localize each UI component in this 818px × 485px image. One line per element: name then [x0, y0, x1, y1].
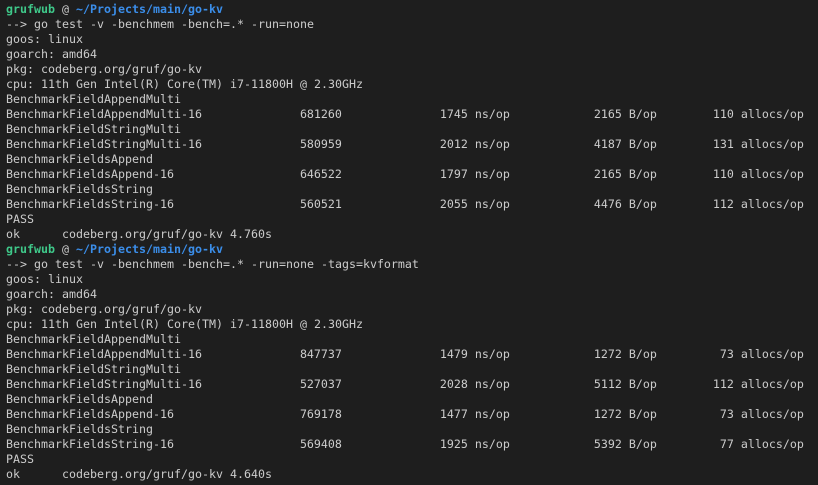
status-line: PASS [6, 452, 34, 466]
benchmark-header: BenchmarkFieldsString [6, 422, 153, 436]
prompt-at: @ [62, 242, 69, 256]
benchmark-b-op: 5392 B/op [593, 437, 657, 451]
status-line: PASS [6, 212, 34, 226]
benchmark-row: BenchmarkFieldsAppend-16 646522 1797 ns/op… [6, 167, 818, 182]
benchmark-name: BenchmarkFieldAppendMulti-16 [6, 347, 202, 361]
benchmark-iterations: 847737 [299, 347, 342, 361]
benchmark-name: BenchmarkFieldsString-16 [6, 197, 174, 211]
benchmark-iterations: 569408 [299, 437, 342, 451]
benchmark-header: BenchmarkFieldsAppend [6, 152, 153, 166]
benchmark-name: BenchmarkFieldsAppend-16 [6, 407, 174, 421]
benchmark-b-op: 5112 B/op [593, 377, 657, 391]
benchmark-row: BenchmarkFieldStringMulti-16 527037 2028 n… [6, 377, 818, 392]
benchmark-allocs-op: 112 allocs/op [712, 197, 804, 211]
benchmark-ns-op: 1477 ns/op [439, 407, 510, 421]
benchmark-header: BenchmarkFieldStringMulti [6, 122, 181, 136]
benchmark-b-op: 1272 B/op [593, 347, 657, 361]
benchmark-allocs-op: 73 allocs/op [719, 407, 804, 421]
info-line: goarch: amd64 [6, 47, 97, 61]
command-line: --> go test -v -benchmem -bench=.* -run=… [6, 17, 314, 31]
benchmark-ns-op: 1745 ns/op [439, 107, 510, 121]
benchmark-b-op: 2165 B/op [593, 167, 657, 181]
command-line: --> go test -v -benchmem -bench=.* -run=… [6, 257, 419, 271]
prompt-user: grufwub [6, 242, 55, 256]
prompt-path: ~/Projects/main/go-kv [76, 242, 223, 256]
benchmark-header: BenchmarkFieldStringMulti [6, 362, 181, 376]
benchmark-ns-op: 2055 ns/op [439, 197, 510, 211]
prompt-at: @ [62, 2, 69, 16]
prompt-line: grufwub @ ~/Projects/main/go-kv [6, 2, 818, 17]
benchmark-iterations: 527037 [299, 377, 342, 391]
benchmark-header: BenchmarkFieldAppendMulti [6, 332, 181, 346]
benchmark-iterations: 646522 [299, 167, 342, 181]
benchmark-name: BenchmarkFieldStringMulti-16 [6, 377, 202, 391]
benchmark-row: BenchmarkFieldStringMulti-16 580959 2012 n… [6, 137, 818, 152]
benchmark-b-op: 4187 B/op [593, 137, 657, 151]
benchmark-name: BenchmarkFieldsString-16 [6, 437, 174, 451]
info-line: pkg: codeberg.org/gruf/go-kv [6, 62, 202, 76]
info-line: goos: linux [6, 32, 83, 46]
prompt-path: ~/Projects/main/go-kv [76, 2, 223, 16]
info-line: goos: linux [6, 272, 83, 286]
info-line: goarch: amd64 [6, 287, 97, 301]
benchmark-iterations: 769178 [299, 407, 342, 421]
prompt-user: grufwub [6, 2, 55, 16]
benchmark-iterations: 580959 [299, 137, 342, 151]
benchmark-row: BenchmarkFieldsAppend-16 769178 1477 ns/op… [6, 407, 818, 422]
benchmark-allocs-op: 77 allocs/op [719, 437, 804, 451]
benchmark-allocs-op: 73 allocs/op [719, 347, 804, 361]
benchmark-name: BenchmarkFieldAppendMulti-16 [6, 107, 202, 121]
benchmark-row: BenchmarkFieldAppendMulti-16 847737 1479 n… [6, 347, 818, 362]
benchmark-header: BenchmarkFieldsAppend [6, 392, 153, 406]
benchmark-ns-op: 1797 ns/op [439, 167, 510, 181]
benchmark-allocs-op: 112 allocs/op [712, 377, 804, 391]
benchmark-allocs-op: 131 allocs/op [712, 137, 804, 151]
benchmark-ns-op: 2012 ns/op [439, 137, 510, 151]
benchmark-b-op: 2165 B/op [593, 107, 657, 121]
info-line: cpu: 11th Gen Intel(R) Core(TM) i7-11800… [6, 77, 363, 91]
result-line: ok codeberg.org/gruf/go-kv 4.760s [6, 227, 272, 241]
benchmark-ns-op: 2028 ns/op [439, 377, 510, 391]
benchmark-ns-op: 1925 ns/op [439, 437, 510, 451]
benchmark-header: BenchmarkFieldAppendMulti [6, 92, 181, 106]
result-line: ok codeberg.org/gruf/go-kv 4.640s [6, 467, 272, 481]
benchmark-b-op: 4476 B/op [593, 197, 657, 211]
benchmark-iterations: 681260 [299, 107, 342, 121]
benchmark-header: BenchmarkFieldsString [6, 182, 153, 196]
benchmark-row: BenchmarkFieldsString-16 560521 2055 ns/op… [6, 197, 818, 212]
benchmark-b-op: 1272 B/op [593, 407, 657, 421]
prompt-line: grufwub @ ~/Projects/main/go-kv [6, 242, 818, 257]
benchmark-allocs-op: 110 allocs/op [712, 167, 804, 181]
benchmark-ns-op: 1479 ns/op [439, 347, 510, 361]
benchmark-row: BenchmarkFieldAppendMulti-16 681260 1745 n… [6, 107, 818, 122]
benchmark-row: BenchmarkFieldsString-16 569408 1925 ns/op… [6, 437, 818, 452]
benchmark-name: BenchmarkFieldsAppend-16 [6, 167, 174, 181]
benchmark-allocs-op: 110 allocs/op [712, 107, 804, 121]
benchmark-name: BenchmarkFieldStringMulti-16 [6, 137, 202, 151]
benchmark-iterations: 560521 [299, 197, 342, 211]
info-line: cpu: 11th Gen Intel(R) Core(TM) i7-11800… [6, 317, 363, 331]
info-line: pkg: codeberg.org/gruf/go-kv [6, 302, 202, 316]
